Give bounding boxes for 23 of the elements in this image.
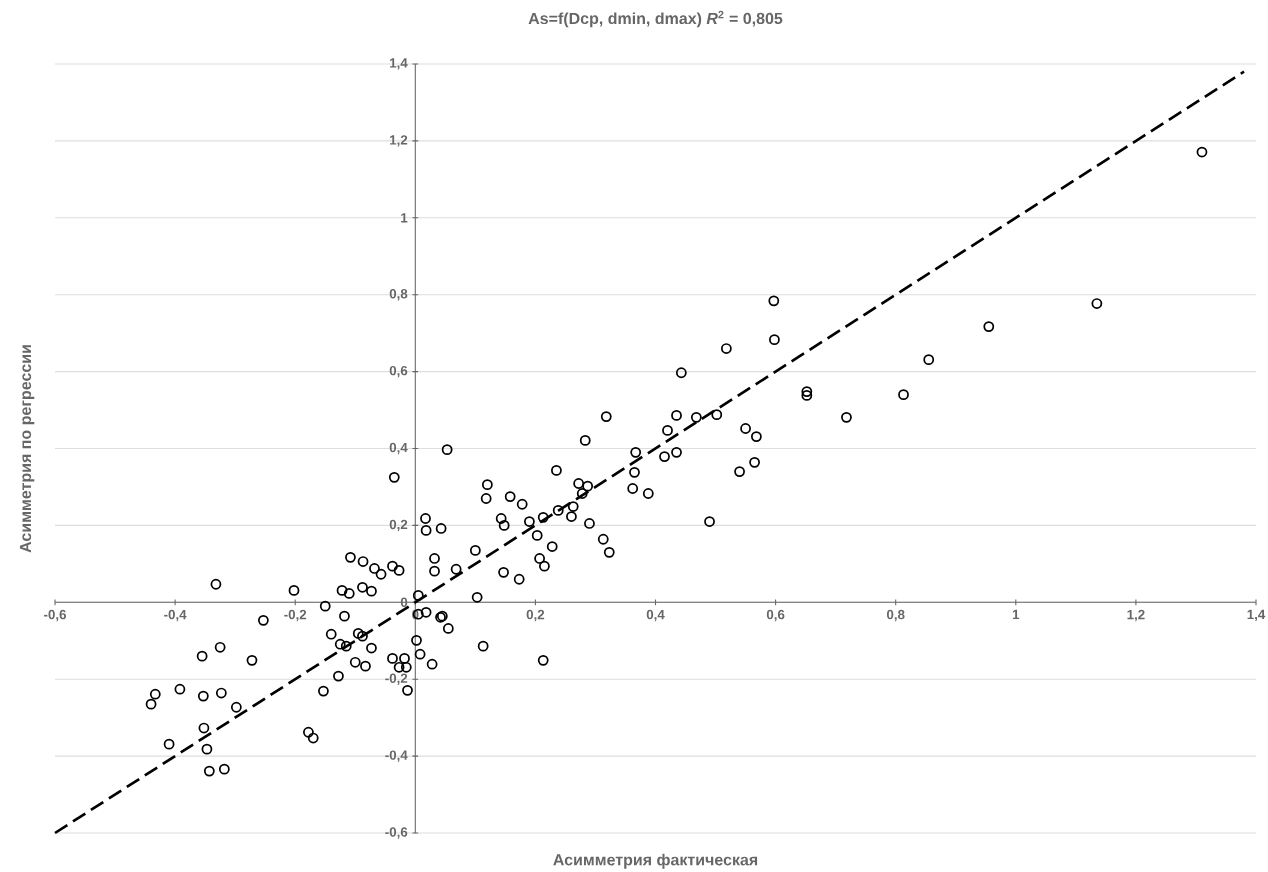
x-axis-title: Асимметрия фактическая — [553, 853, 758, 869]
y-tick-label: 1,2 — [390, 135, 408, 147]
x-tick-label: -0,2 — [284, 609, 307, 622]
y-tick-label: -0,6 — [385, 827, 408, 839]
x-tick-label: 1 — [1012, 609, 1020, 620]
x-tick-label: 0,2 — [526, 609, 545, 622]
x-tick-label: 1,2 — [1127, 609, 1145, 622]
x-tick-label: -0,6 — [44, 609, 67, 622]
x-tick-label: -0,4 — [164, 609, 187, 622]
x-tick-label: 0,8 — [886, 609, 905, 622]
x-tick-label: 0,4 — [646, 609, 665, 622]
y-tick-label: 0,2 — [389, 519, 408, 532]
y-tick-label: 1,4 — [390, 58, 408, 70]
y-tick-label: 0,6 — [389, 365, 408, 378]
y-tick-label: -0,2 — [385, 673, 408, 685]
y-tick-label: -0,4 — [385, 750, 408, 762]
x-tick-label: 0,6 — [766, 609, 785, 622]
y-tick-label: 0,8 — [389, 289, 408, 301]
y-tick-label: 0,4 — [389, 442, 408, 455]
y-tick-label: 1 — [401, 213, 408, 223]
x-tick-label: 1,4 — [1247, 609, 1266, 622]
y-axis-title: Асимметрия по регрессии — [19, 345, 35, 553]
chart-title: As=f(Dcp, dmin, dmax) R$^{2}$ = 0,805 — [528, 10, 783, 28]
